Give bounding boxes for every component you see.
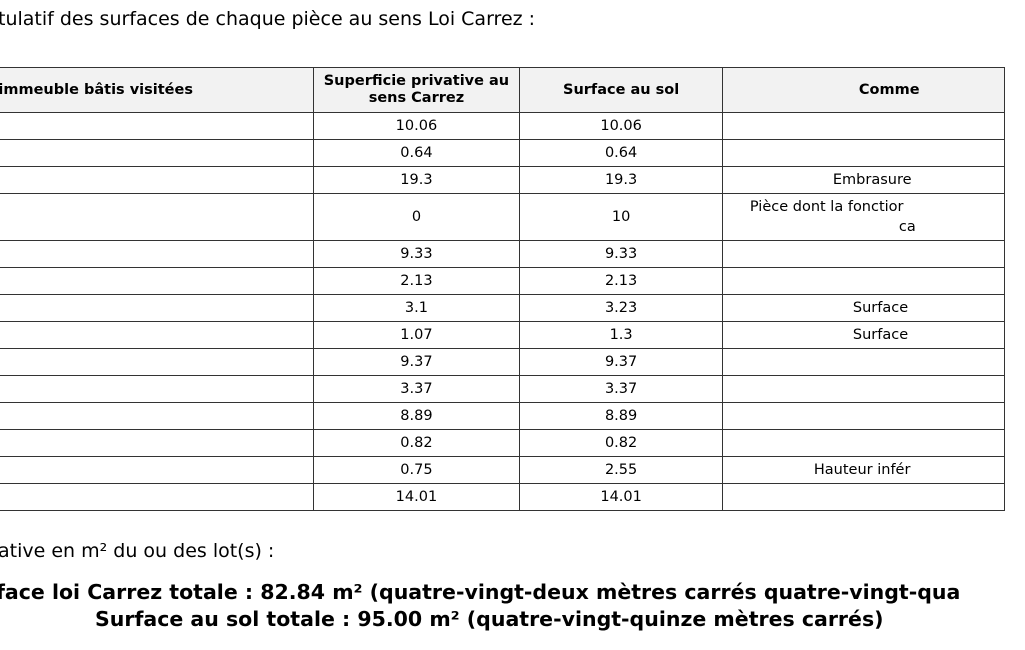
table-row: 3.37 3.37 [0, 375, 1006, 403]
cell-comment [721, 112, 1006, 140]
total-carrez: face loi Carrez totale : 82.84 m² (quatr… [0, 580, 961, 604]
table-row: 10.06 10.06 [0, 112, 1006, 140]
cell-piece [0, 429, 314, 457]
cell-comment [721, 267, 1006, 295]
cell-piece [0, 166, 314, 194]
cell-sol: 8.89 [519, 402, 723, 430]
cell-comment: Surface [721, 321, 1006, 349]
cell-piece [0, 112, 314, 140]
header-comment: Comme [721, 67, 1006, 113]
table-row: 9.37 9.37 [0, 348, 1006, 376]
cell-carrez: 0.64 [312, 139, 521, 167]
cell-sol: 3.23 [519, 294, 723, 322]
table-row: 19.3 19.3 Embrasure [0, 166, 1006, 194]
cell-sol: 0.64 [519, 139, 723, 167]
cell-carrez: 3.1 [312, 294, 521, 322]
table-row: 2.13 2.13 [0, 267, 1006, 295]
header-carrez: Superficie privative au sens Carrez [312, 67, 521, 113]
table-header-row: l'immeuble bâtis visitées Superficie pri… [0, 67, 1006, 113]
section-intro: tulatif des surfaces de chaque pièce au … [0, 8, 536, 30]
cell-piece [0, 402, 314, 430]
cell-comment: Embrasure [721, 166, 1006, 194]
header-sol: Surface au sol [519, 67, 723, 113]
cell-sol: 2.55 [519, 456, 723, 484]
table-row: 0 10 Pièce dont la fonctior ca [0, 193, 1006, 241]
table-row: 3.1 3.23 Surface [0, 294, 1006, 322]
cell-piece [0, 240, 314, 268]
comment-text: Surface [852, 327, 909, 343]
table-row: 0.82 0.82 [0, 429, 1006, 457]
total-sol: Surface au sol totale : 95.00 m² (quatre… [95, 607, 884, 631]
cell-piece [0, 267, 314, 295]
comment-text-line2: ca [898, 219, 916, 235]
cell-carrez: 0 [312, 193, 521, 241]
cell-comment [721, 429, 1006, 457]
comment-text: Pièce dont la fonctior [749, 199, 904, 215]
table-row: 0.75 2.55 Hauteur infér [0, 456, 1006, 484]
cell-comment: Hauteur infér [721, 456, 1006, 484]
comment-text: Embrasure [832, 172, 912, 188]
cell-sol: 2.13 [519, 267, 723, 295]
cell-carrez: 10.06 [312, 112, 521, 140]
cell-carrez: 19.3 [312, 166, 521, 194]
cell-comment [721, 139, 1006, 167]
cell-comment [721, 402, 1006, 430]
cell-sol: 1.3 [519, 321, 723, 349]
cell-comment [721, 375, 1006, 403]
cell-sol: 9.33 [519, 240, 723, 268]
cell-carrez: 0.75 [312, 456, 521, 484]
cell-piece [0, 348, 314, 376]
cell-piece [0, 321, 314, 349]
table-row: 14.01 14.01 [0, 483, 1006, 511]
cell-carrez: 9.37 [312, 348, 521, 376]
cell-comment: Surface [721, 294, 1006, 322]
cell-piece [0, 193, 314, 241]
cell-comment [721, 348, 1006, 376]
cell-carrez: 14.01 [312, 483, 521, 511]
table-row: 0.64 0.64 [0, 139, 1006, 167]
cell-sol: 3.37 [519, 375, 723, 403]
cell-carrez: 8.89 [312, 402, 521, 430]
cell-piece [0, 483, 314, 511]
table-row: 8.89 8.89 [0, 402, 1006, 430]
cell-sol: 19.3 [519, 166, 723, 194]
cell-piece [0, 294, 314, 322]
cell-piece [0, 375, 314, 403]
cell-comment [721, 240, 1006, 268]
cell-carrez: 1.07 [312, 321, 521, 349]
cell-piece [0, 456, 314, 484]
cell-sol: 0.82 [519, 429, 723, 457]
cell-carrez: 0.82 [312, 429, 521, 457]
cell-sol: 14.01 [519, 483, 723, 511]
cell-sol: 10 [519, 193, 723, 241]
comment-text: Surface [852, 300, 909, 316]
cell-sol: 9.37 [519, 348, 723, 376]
cell-carrez: 9.33 [312, 240, 521, 268]
cell-comment [721, 483, 1006, 511]
surfaces-table: l'immeuble bâtis visitées Superficie pri… [0, 67, 1006, 511]
cell-piece [0, 139, 314, 167]
cell-comment: Pièce dont la fonctior ca [721, 193, 1006, 241]
table-row: 9.33 9.33 [0, 240, 1006, 268]
cell-carrez: 3.37 [312, 375, 521, 403]
cell-carrez: 2.13 [312, 267, 521, 295]
lot-surface-label: ative en m² du ou des lot(s) : [0, 540, 275, 562]
comment-text: Hauteur infér [813, 462, 911, 478]
cell-sol: 10.06 [519, 112, 723, 140]
table-row: 1.07 1.3 Surface [0, 321, 1006, 349]
header-piece: l'immeuble bâtis visitées [0, 67, 314, 113]
